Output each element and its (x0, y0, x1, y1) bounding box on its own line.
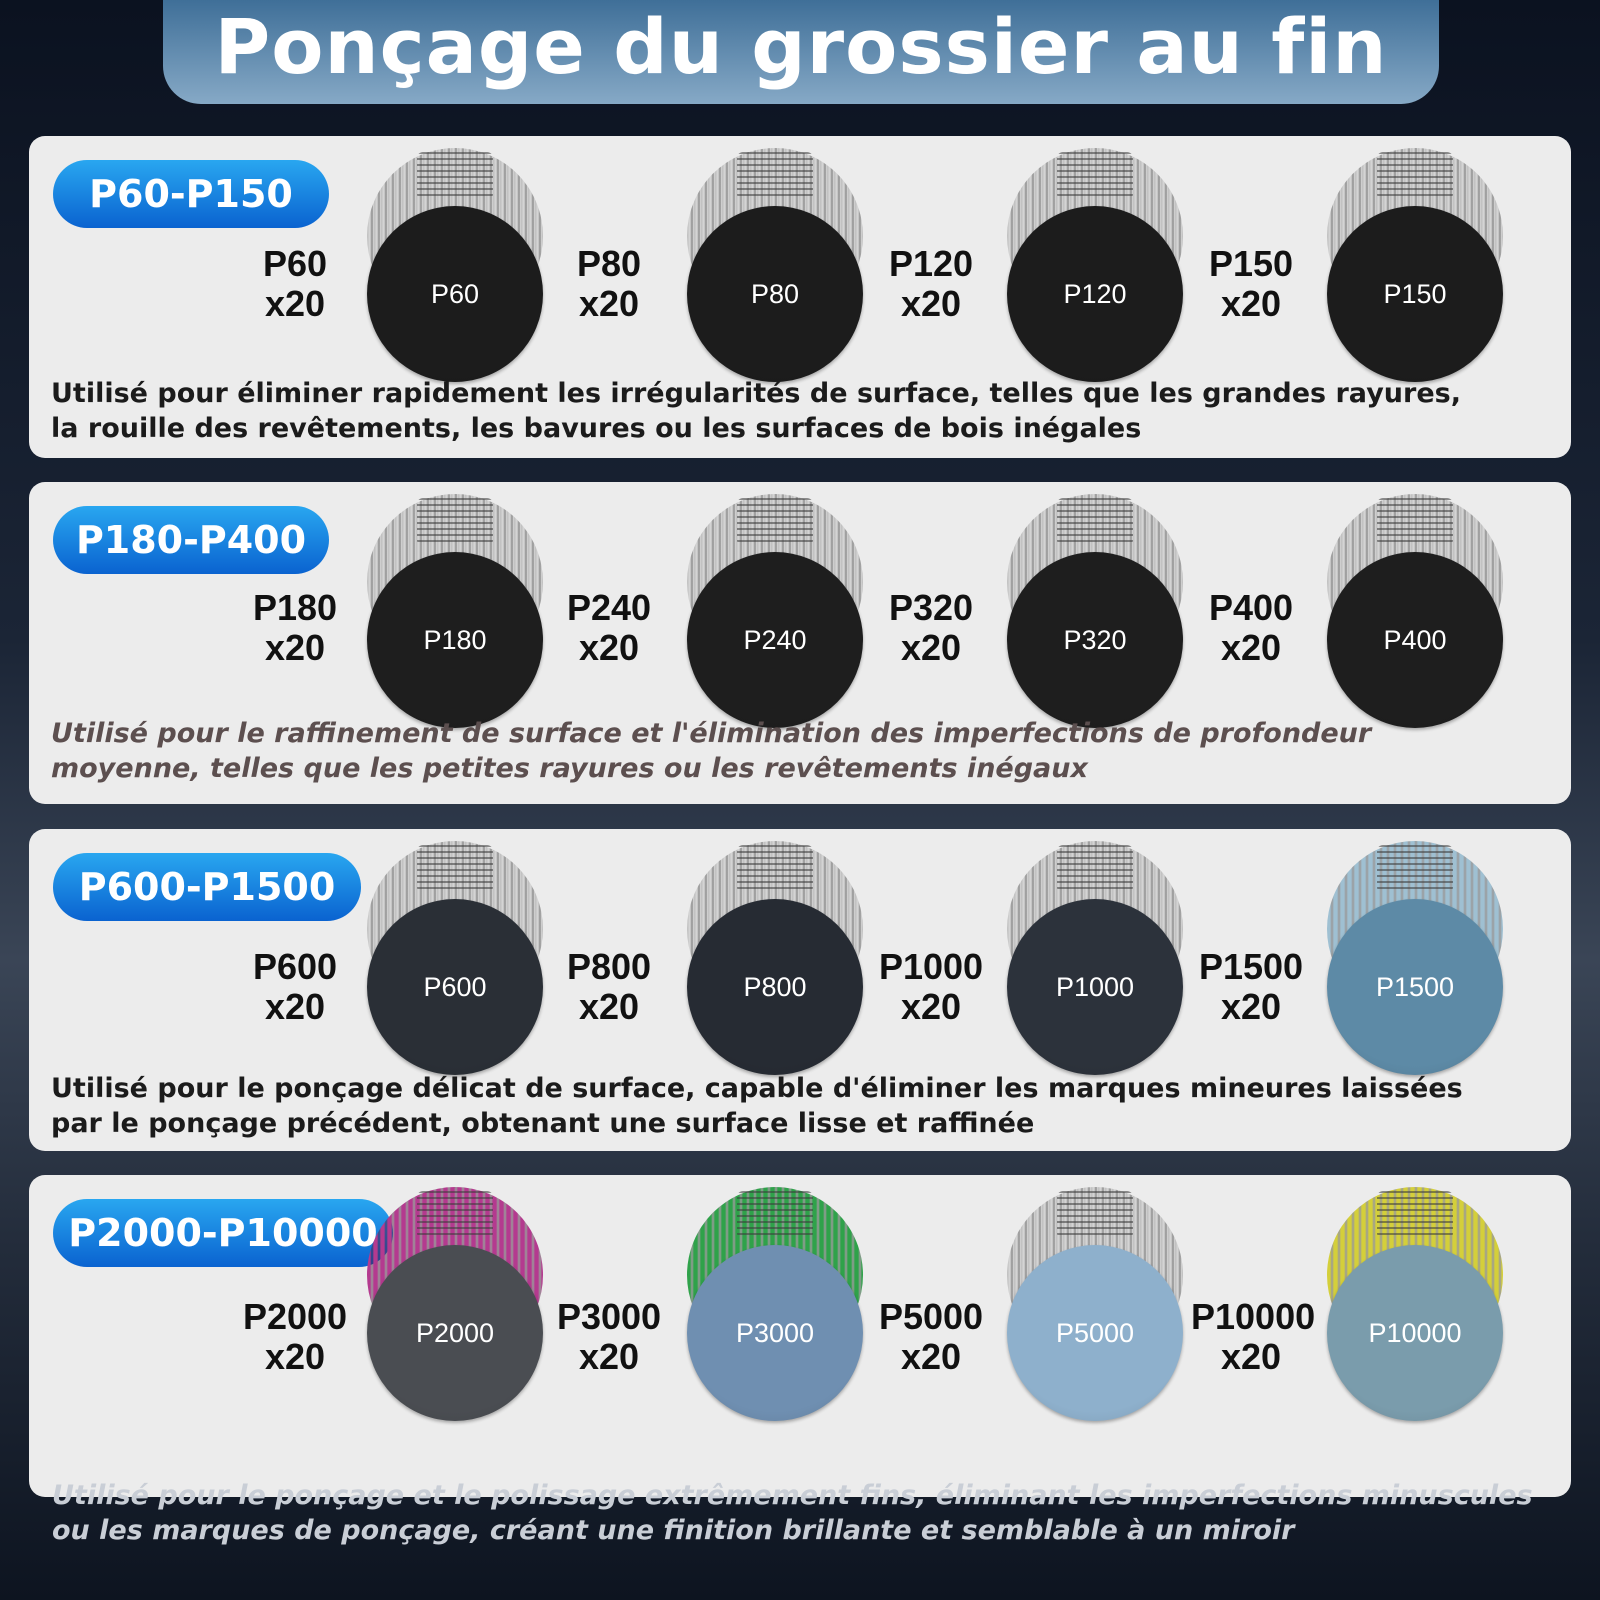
sanding-disc-stack: P400 (1327, 494, 1503, 734)
grade-name: P2000 (242, 1296, 348, 1337)
sanding-disc-stack: P80 (687, 148, 863, 388)
grit-panel-2: P180-P400 P180 x20 P180 P240 x20 P240 P320 x20 P3… (29, 482, 1571, 804)
grade-name: P600 (252, 946, 338, 987)
grade-quantity: x20 (264, 627, 326, 668)
grade-name: P80 (576, 243, 642, 284)
grade-name: P3000 (556, 1296, 662, 1337)
sanding-disc: P1000 (1007, 899, 1183, 1075)
sanding-disc: P10000 (1327, 1245, 1503, 1421)
grade-name: P800 (566, 946, 652, 987)
sanding-disc: P60 (367, 206, 543, 382)
grade-name: P240 (566, 587, 652, 628)
sanding-disc: P5000 (1007, 1245, 1183, 1421)
grade-name: P400 (1208, 587, 1294, 628)
sanding-disc-stack: P180 (367, 494, 543, 734)
grade-name: P60 (262, 243, 328, 284)
grade-label: P180 x20 (235, 588, 355, 668)
grade-label: P120 x20 (871, 244, 991, 324)
grit-panel-3: P600-P1500 P600 x20 P600 P800 x20 P800 P1000 x20… (29, 829, 1571, 1151)
grade-label: P10000 x20 (1191, 1296, 1316, 1377)
sanding-disc: P80 (687, 206, 863, 382)
grade-quantity: x20 (264, 1336, 326, 1377)
grade-label: P150 x20 (1191, 244, 1311, 324)
grade-name: P5000 (878, 1296, 984, 1337)
sanding-disc-stack: P1000 (1007, 841, 1183, 1081)
grade-quantity: x20 (900, 1336, 962, 1377)
page-title: Ponçage du grossier au fin (214, 1, 1388, 91)
grade-label: P320 x20 (871, 588, 991, 668)
sanding-disc: P400 (1327, 552, 1503, 728)
grade-name: P180 (252, 587, 338, 628)
grade-name: P120 (888, 243, 974, 284)
grit-range-badge: P180-P400 (53, 506, 329, 574)
grade-quantity: x20 (1220, 627, 1282, 668)
grade-quantity: x20 (1220, 1336, 1282, 1377)
grade-quantity: x20 (578, 283, 640, 324)
section-3-description: Utilisé pour le ponçage délicat de surfa… (51, 1073, 1463, 1139)
grade-label: P2000 x20 (235, 1297, 355, 1377)
sanding-disc: P800 (687, 899, 863, 1075)
grit-panel-1: P60-P150 P60 x20 P60 P80 x20 P80 P120 x20 P120 P15… (29, 136, 1571, 458)
grade-quantity: x20 (264, 283, 326, 324)
sanding-disc-stack: P120 (1007, 148, 1183, 388)
sanding-disc-stack: P60 (367, 148, 543, 388)
grade-quantity: x20 (900, 627, 962, 668)
sanding-disc-stack: P5000 (1007, 1187, 1183, 1427)
grade-quantity: x20 (1220, 986, 1282, 1027)
grade-quantity: x20 (900, 283, 962, 324)
grade-label: P5000 x20 (871, 1297, 991, 1377)
sanding-disc-stack: P3000 (687, 1187, 863, 1427)
grit-panel-4: P2000-P10000 P2000 x20 P2000 P3000 x20 P3000 P5… (29, 1175, 1571, 1497)
grit-range-badge: P2000-P10000 (53, 1199, 393, 1267)
grade-label: P80 x20 (549, 244, 669, 324)
sanding-disc: P2000 (367, 1245, 543, 1421)
sanding-disc: P1500 (1327, 899, 1503, 1075)
grade-quantity: x20 (578, 1336, 640, 1377)
section-4-description: Utilisé pour le ponçage et le polissage … (52, 1480, 1533, 1546)
sanding-disc-stack: P2000 (367, 1187, 543, 1427)
sanding-disc: P150 (1327, 206, 1503, 382)
sanding-disc-stack: P1500 (1327, 841, 1503, 1081)
sanding-disc-stack: P10000 (1327, 1187, 1503, 1427)
grade-quantity: x20 (578, 986, 640, 1027)
section-1-description: Utilisé pour éliminer rapidement les irr… (51, 378, 1461, 444)
grade-name: P10000 (1191, 1296, 1316, 1337)
grit-range-badge: P600-P1500 (53, 853, 361, 921)
grade-quantity: x20 (900, 986, 962, 1027)
title-banner: Ponçage du grossier au fin (163, 0, 1439, 104)
grade-quantity: x20 (578, 627, 640, 668)
grade-name: P1500 (1198, 946, 1304, 987)
sanding-disc: P240 (687, 552, 863, 728)
sanding-disc: P120 (1007, 206, 1183, 382)
grade-name: P1000 (878, 946, 984, 987)
grade-label: P1000 x20 (871, 947, 991, 1027)
grade-name: P150 (1208, 243, 1294, 284)
sanding-disc-stack: P800 (687, 841, 863, 1081)
grade-name: P320 (888, 587, 974, 628)
sanding-disc-stack: P600 (367, 841, 543, 1081)
grade-label: P3000 x20 (549, 1297, 669, 1377)
grade-label: P1500 x20 (1191, 947, 1311, 1027)
section-2-description: Utilisé pour le raffinement de surface e… (51, 718, 1372, 784)
sanding-disc: P3000 (687, 1245, 863, 1421)
grade-quantity: x20 (1220, 283, 1282, 324)
sanding-disc: P180 (367, 552, 543, 728)
grade-label: P400 x20 (1191, 588, 1311, 668)
sanding-disc-stack: P240 (687, 494, 863, 734)
sanding-disc-stack: P320 (1007, 494, 1183, 734)
sanding-disc: P600 (367, 899, 543, 1075)
grit-range-badge: P60-P150 (53, 160, 329, 228)
sanding-disc: P320 (1007, 552, 1183, 728)
grade-label: P240 x20 (549, 588, 669, 668)
grade-label: P800 x20 (549, 947, 669, 1027)
grade-label: P600 x20 (235, 947, 355, 1027)
grade-quantity: x20 (264, 986, 326, 1027)
sanding-disc-stack: P150 (1327, 148, 1503, 388)
grade-label: P60 x20 (235, 244, 355, 324)
